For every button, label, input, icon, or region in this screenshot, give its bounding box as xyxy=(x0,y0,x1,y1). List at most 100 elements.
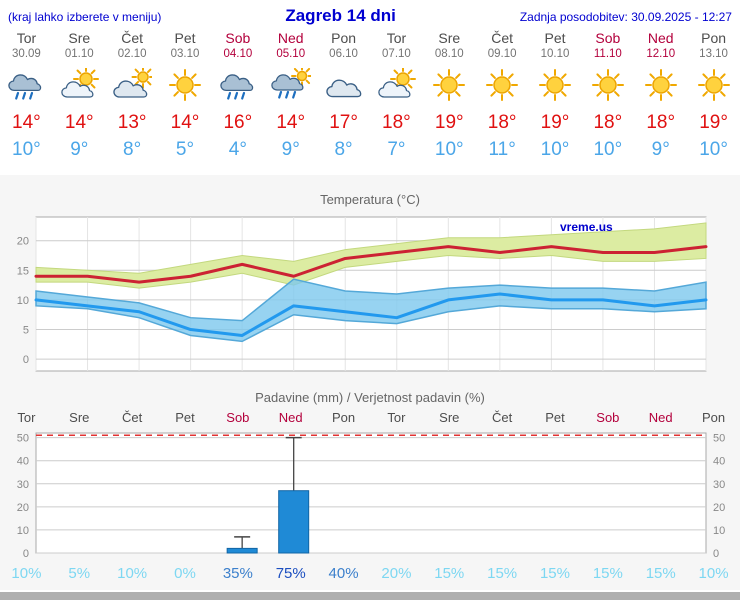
header: (kraj lahko izberete v meniju) Zagreb 14… xyxy=(0,0,740,26)
temp-y-axis-label: 0 xyxy=(23,354,29,366)
precip-day-label: Sob xyxy=(226,410,250,425)
day-name: Sre xyxy=(438,30,461,46)
precip-probability: 35% xyxy=(222,565,253,582)
high-temp: 14° xyxy=(64,112,94,133)
day-date: 30.09 xyxy=(12,48,41,60)
sunny-icon xyxy=(644,69,677,101)
high-temp: 14° xyxy=(276,112,306,133)
weather-icon-box xyxy=(6,61,46,109)
day-date: 09.10 xyxy=(487,48,517,60)
day-name: Čet xyxy=(491,30,514,46)
day-column: Sob 11.10 18° 10° xyxy=(581,30,634,163)
low-temp: 10° xyxy=(699,139,728,160)
low-temp: 9° xyxy=(651,139,670,160)
rain-icon xyxy=(220,74,254,100)
day-date: 08.10 xyxy=(434,48,464,60)
sunny-icon xyxy=(168,69,201,101)
day-date: 03.10 xyxy=(170,48,200,60)
day-name: Tor xyxy=(386,30,407,46)
day-column: Sre 08.10 19° 10° xyxy=(423,30,476,163)
high-temp: 16° xyxy=(223,112,253,133)
precip-probability: 15% xyxy=(539,565,570,582)
precip-y-axis-label-right: 10 xyxy=(713,525,725,537)
high-temp: 19° xyxy=(434,112,464,133)
temperature-chart-title: Temperatura (°C) xyxy=(320,192,420,207)
sunny-icon xyxy=(538,69,571,101)
sunny-icon xyxy=(486,69,519,101)
partly-cloudy-icon xyxy=(61,68,100,98)
day-column: Pet 10.10 19° 10° xyxy=(529,30,582,163)
day-column: Sob 04.10 16° 4° xyxy=(211,30,264,163)
day-name: Pon xyxy=(701,30,727,46)
low-temp: 11° xyxy=(488,139,516,160)
day-date: 07.10 xyxy=(382,48,411,60)
weather-icon-box xyxy=(535,61,575,109)
precip-y-axis-label-left: 0 xyxy=(23,548,29,560)
weather-icon-box xyxy=(270,61,311,109)
precip-day-label: Sob xyxy=(596,410,620,425)
day-name: Sob xyxy=(225,30,251,46)
precip-y-axis-label-right: 40 xyxy=(713,456,725,468)
precip-bar xyxy=(226,547,258,554)
precip-y-axis-label-right: 30 xyxy=(713,479,725,491)
day-date: 10.10 xyxy=(540,48,570,60)
precip-probability: 15% xyxy=(592,565,623,582)
precip-day-label: Sre xyxy=(439,410,460,425)
precip-probability: 15% xyxy=(434,565,465,582)
precip-y-axis-label-left: 50 xyxy=(17,433,29,445)
page-title: Zagreb 14 dni xyxy=(285,6,396,25)
precip-day-label: Čet xyxy=(122,410,143,425)
rain-icon xyxy=(8,74,42,100)
footer-bar xyxy=(0,592,740,600)
temp-y-axis-label: 15 xyxy=(17,265,29,277)
precipitation-chart: 0 0 10 10 20 20 30 30 40 40 50 50 xyxy=(17,432,725,560)
day-date: 13.10 xyxy=(699,48,728,60)
weather-icon-box xyxy=(112,61,153,109)
weather-icon-box xyxy=(59,61,100,109)
high-temp: 13° xyxy=(117,112,147,133)
day-date: 01.10 xyxy=(64,48,94,60)
low-temp: 4° xyxy=(228,139,247,160)
low-temp: 8° xyxy=(334,139,353,160)
precip-probability: 40% xyxy=(328,565,359,582)
precip-day-labels-row: Tor Sre Čet Pet Sob Ned Pon Tor Sre Čet Pet Sob Ned P… xyxy=(0,409,740,427)
low-temp: 10° xyxy=(12,139,41,160)
precip-probability: 15% xyxy=(645,565,676,582)
precip-day-label: Tor xyxy=(17,410,36,425)
charts-section: Temperatura (°C) 0 5 10 15 20 vreme.us Padavi… xyxy=(0,175,740,590)
low-temp: 10° xyxy=(434,139,464,160)
precip-day-label: Pet xyxy=(175,410,195,425)
precip-probability: 10% xyxy=(698,565,729,582)
low-temp: 8° xyxy=(123,139,142,160)
precip-day-label: Čet xyxy=(492,410,513,425)
forecast-table: Tor 30.09 14° 10° Sre 01.10 14° 9° Čet 02.10 13° 8°… xyxy=(0,30,740,163)
day-name: Ned xyxy=(277,30,304,46)
day-name: Sre xyxy=(68,30,91,46)
high-temp: 14° xyxy=(170,112,200,133)
low-temp: 7° xyxy=(387,139,406,160)
sunny-icon xyxy=(591,69,624,101)
precip-probability: 75% xyxy=(275,565,306,582)
high-temp: 19° xyxy=(540,112,570,133)
temp-y-axis-label: 5 xyxy=(23,325,29,337)
precip-y-axis-label-right: 0 xyxy=(713,548,719,560)
day-name: Ned xyxy=(647,30,674,46)
day-column: Čet 09.10 18° 11° xyxy=(476,30,529,163)
day-column: Pet 03.10 14° 5° xyxy=(159,30,212,163)
low-temp: 10° xyxy=(593,139,623,160)
day-column: Ned 12.10 18° 9° xyxy=(634,30,687,163)
high-temp: 19° xyxy=(699,112,728,133)
day-date: 06.10 xyxy=(329,48,358,60)
vreme-us-watermark: vreme.us xyxy=(560,220,613,234)
precip-day-label: Pon xyxy=(702,410,726,425)
precip-y-axis-label-left: 20 xyxy=(17,502,29,514)
precip-probability: 0% xyxy=(174,565,196,582)
day-name: Čet xyxy=(121,30,144,46)
last-updated: Zadnja posodobitev: 30.09.2025 - 12:27 xyxy=(519,10,732,24)
high-temp: 18° xyxy=(382,112,411,133)
precip-probability: 5% xyxy=(68,565,91,582)
weather-icon-box xyxy=(694,61,734,109)
precip-probability: 20% xyxy=(381,565,412,582)
day-column: Pon 06.10 17° 8° xyxy=(317,30,370,163)
